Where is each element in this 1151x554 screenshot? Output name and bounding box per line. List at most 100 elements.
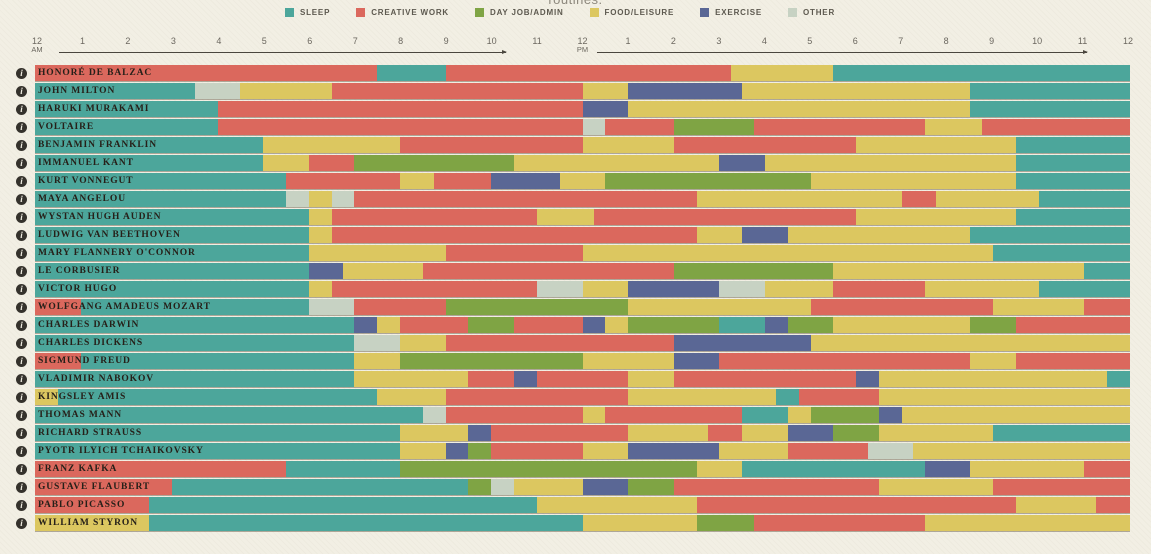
info-icon[interactable]: i: [16, 337, 27, 349]
segment-sleep[interactable]: [993, 425, 1130, 441]
segment-food[interactable]: [308, 245, 446, 261]
segment-dayjob[interactable]: [673, 263, 834, 279]
info-icon[interactable]: i: [16, 247, 27, 259]
segment-food[interactable]: [970, 461, 1085, 477]
segment-creative[interactable]: [719, 353, 971, 369]
segment-food[interactable]: [35, 515, 150, 531]
segment-food[interactable]: [628, 101, 971, 117]
segment-food[interactable]: [582, 83, 629, 99]
segment-food[interactable]: [605, 317, 629, 333]
segment-creative[interactable]: [696, 497, 1016, 513]
info-icon[interactable]: i: [16, 391, 27, 403]
segment-exercise[interactable]: [924, 461, 971, 477]
segment-creative[interactable]: [217, 101, 583, 117]
segment-dayjob[interactable]: [810, 407, 880, 423]
segment-exercise[interactable]: [628, 281, 720, 297]
segment-sleep[interactable]: [35, 245, 309, 261]
segment-creative[interactable]: [810, 299, 994, 315]
segment-food[interactable]: [263, 155, 309, 171]
segment-food[interactable]: [240, 83, 332, 99]
segment-food[interactable]: [582, 281, 629, 297]
segment-food[interactable]: [582, 443, 629, 459]
segment-dayjob[interactable]: [468, 479, 492, 495]
segment-creative[interactable]: [331, 209, 537, 225]
segment-food[interactable]: [514, 479, 583, 495]
segment-sleep[interactable]: [970, 227, 1130, 243]
segment-exercise[interactable]: [582, 101, 629, 117]
segment-creative[interactable]: [514, 317, 583, 333]
segment-food[interactable]: [308, 209, 332, 225]
segment-dayjob[interactable]: [400, 353, 583, 369]
segment-creative[interactable]: [981, 119, 1130, 135]
segment-creative[interactable]: [331, 227, 697, 243]
segment-creative[interactable]: [799, 389, 880, 405]
segment-creative[interactable]: [491, 443, 583, 459]
info-icon[interactable]: i: [16, 121, 27, 133]
segment-creative[interactable]: [308, 155, 355, 171]
segment-sleep[interactable]: [1015, 137, 1130, 153]
segment-sleep[interactable]: [80, 353, 355, 369]
segment-sleep[interactable]: [1038, 281, 1130, 297]
segment-creative[interactable]: [468, 371, 515, 387]
segment-sleep[interactable]: [776, 389, 800, 405]
segment-food[interactable]: [263, 137, 400, 153]
segment-creative[interactable]: [35, 65, 378, 81]
segment-sleep[interactable]: [35, 443, 400, 459]
segment-exercise[interactable]: [445, 443, 469, 459]
segment-exercise[interactable]: [582, 317, 606, 333]
segment-food[interactable]: [719, 443, 788, 459]
segment-creative[interactable]: [35, 299, 81, 315]
info-icon[interactable]: i: [16, 193, 27, 205]
segment-food[interactable]: [833, 317, 971, 333]
segment-other[interactable]: [422, 407, 446, 423]
info-icon[interactable]: i: [16, 211, 27, 223]
segment-food[interactable]: [308, 227, 332, 243]
segment-sleep[interactable]: [285, 461, 400, 477]
segment-food[interactable]: [628, 371, 674, 387]
segment-food[interactable]: [810, 173, 1016, 189]
segment-sleep[interactable]: [35, 425, 400, 441]
segment-other[interactable]: [354, 335, 400, 351]
segment-sleep[interactable]: [719, 317, 765, 333]
segment-other[interactable]: [867, 443, 914, 459]
segment-other[interactable]: [308, 299, 355, 315]
segment-sleep[interactable]: [35, 371, 355, 387]
segment-food[interactable]: [582, 407, 606, 423]
segment-exercise[interactable]: [491, 173, 560, 189]
segment-sleep[interactable]: [993, 245, 1130, 261]
segment-creative[interactable]: [1084, 299, 1130, 315]
segment-creative[interactable]: [1015, 353, 1130, 369]
segment-creative[interactable]: [753, 515, 925, 531]
info-icon[interactable]: i: [16, 229, 27, 241]
segment-food[interactable]: [536, 209, 594, 225]
segment-sleep[interactable]: [377, 65, 446, 81]
info-icon[interactable]: i: [16, 301, 27, 313]
segment-creative[interactable]: [445, 65, 731, 81]
segment-creative[interactable]: [833, 281, 925, 297]
segment-food[interactable]: [856, 209, 1016, 225]
segment-exercise[interactable]: [468, 425, 492, 441]
segment-sleep[interactable]: [833, 65, 1130, 81]
segment-exercise[interactable]: [879, 407, 902, 423]
info-icon[interactable]: i: [16, 103, 27, 115]
segment-creative[interactable]: [35, 353, 81, 369]
segment-food[interactable]: [35, 389, 58, 405]
segment-sleep[interactable]: [35, 281, 309, 297]
segment-creative[interactable]: [400, 137, 583, 153]
segment-creative[interactable]: [605, 407, 743, 423]
segment-creative[interactable]: [673, 137, 857, 153]
segment-sleep[interactable]: [1107, 371, 1130, 387]
segment-other[interactable]: [331, 191, 355, 207]
segment-creative[interactable]: [354, 299, 446, 315]
segment-dayjob[interactable]: [628, 317, 720, 333]
segment-sleep[interactable]: [1015, 155, 1130, 171]
segment-food[interactable]: [913, 443, 1130, 459]
segment-food[interactable]: [730, 65, 834, 81]
segment-sleep[interactable]: [35, 263, 309, 279]
segment-creative[interactable]: [593, 209, 857, 225]
segment-sleep[interactable]: [35, 335, 355, 351]
segment-food[interactable]: [536, 497, 697, 513]
segment-food[interactable]: [924, 119, 982, 135]
segment-food[interactable]: [628, 299, 811, 315]
segment-food[interactable]: [628, 425, 708, 441]
